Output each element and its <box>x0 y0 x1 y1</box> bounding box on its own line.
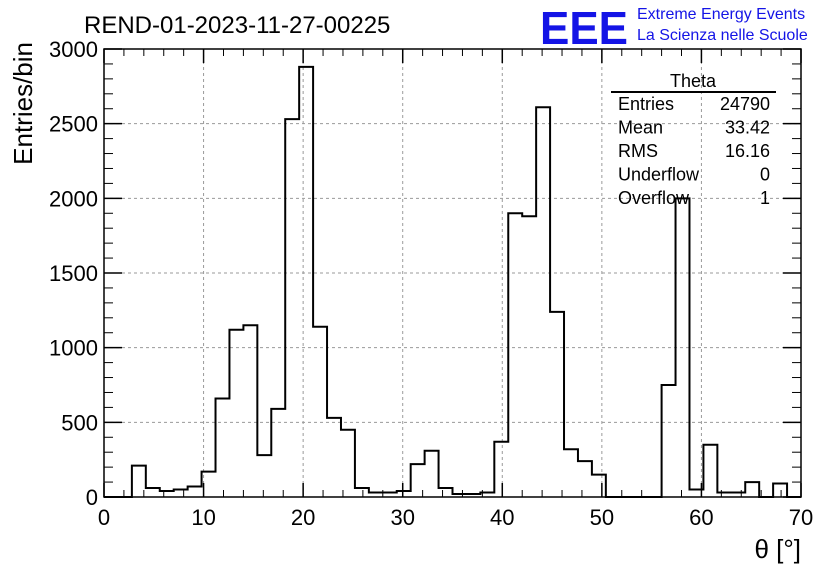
histogram-bin <box>439 488 453 497</box>
histogram-bin <box>257 455 271 497</box>
stats-row-value: 1 <box>760 188 770 208</box>
histogram-bin <box>327 418 341 497</box>
histogram-bin <box>703 445 717 497</box>
histogram-bin <box>592 475 606 497</box>
y-tick-label: 2500 <box>49 112 98 137</box>
eee-logo-line1: Extreme Energy Events <box>637 6 805 23</box>
tick-marks <box>103 48 802 498</box>
histogram-bin <box>313 327 327 497</box>
y-tick-label: 2000 <box>49 186 98 211</box>
histogram-bin <box>676 198 690 497</box>
stats-row-value: 33.42 <box>725 118 770 138</box>
histogram-bin <box>355 488 369 497</box>
x-tick-label: 0 <box>98 505 110 530</box>
histogram-bin <box>662 385 676 497</box>
stats-row-value: 0 <box>760 165 770 185</box>
y-tick-label: 0 <box>86 485 98 510</box>
histogram-bin <box>341 430 355 497</box>
x-tick-label: 70 <box>789 505 813 530</box>
stats-row-label: RMS <box>618 141 658 161</box>
stats-box: Theta Entries 24790 Mean 33.42 RMS 16.16 Under… <box>611 71 776 208</box>
eee-logo-line2: La Scienza nelle Scuole <box>637 27 808 44</box>
y-tick-label: 500 <box>61 410 98 435</box>
histogram-bin <box>536 107 550 497</box>
histogram-bin <box>146 488 160 497</box>
histogram-bin <box>773 484 787 497</box>
histogram-bin <box>243 325 257 497</box>
histogram-bin <box>578 461 592 497</box>
histogram-bin <box>174 490 188 497</box>
histogram-bin <box>508 213 522 497</box>
histogram-series <box>104 65 801 498</box>
histogram-bin <box>271 409 285 497</box>
histogram-bin <box>564 449 578 497</box>
stats-row-label: Underflow <box>618 165 700 185</box>
histogram-bin <box>216 398 230 497</box>
histogram-bin <box>425 451 439 497</box>
stats-row-value: 16.16 <box>725 141 770 161</box>
histogram-bin <box>188 487 202 497</box>
x-tick-label: 50 <box>590 505 614 530</box>
histogram-bin <box>299 67 313 497</box>
stats-row-value: 24790 <box>720 94 770 114</box>
x-tick-label: 40 <box>490 505 514 530</box>
histogram-bin <box>229 330 243 497</box>
x-tick-label: 60 <box>689 505 713 530</box>
run-title: REND-01-2023-11-27-00225 <box>84 12 390 39</box>
grid-lines <box>104 49 801 497</box>
y-axis-label: Entries/bin <box>8 42 38 165</box>
stats-box-rows: Entries 24790 Mean 33.42 RMS 16.16 Underflow 0 O… <box>618 94 770 208</box>
histogram-bin <box>745 482 759 497</box>
histogram-bin <box>494 442 508 497</box>
histogram-outline <box>104 65 801 498</box>
stats-box-name: Theta <box>670 71 717 91</box>
eee-logo-mark: EEE <box>540 2 628 54</box>
y-tick-label: 1500 <box>49 261 98 286</box>
y-tick-label: 1000 <box>49 336 98 361</box>
x-tick-label: 30 <box>390 505 414 530</box>
histogram-bin <box>285 119 299 497</box>
stats-row-label: Entries <box>618 94 674 114</box>
stats-row-label: Overflow <box>618 188 690 208</box>
x-tick-label: 20 <box>291 505 315 530</box>
x-axis-label: θ [°] <box>754 534 801 564</box>
histogram-bin <box>522 216 536 497</box>
y-tick-label: 3000 <box>49 37 98 62</box>
x-tick-label: 10 <box>191 505 215 530</box>
stats-row-label: Mean <box>618 118 663 138</box>
histogram-bin <box>550 312 564 497</box>
eee-logo: EEE Extreme Energy Events La Scienza nel… <box>540 2 808 54</box>
